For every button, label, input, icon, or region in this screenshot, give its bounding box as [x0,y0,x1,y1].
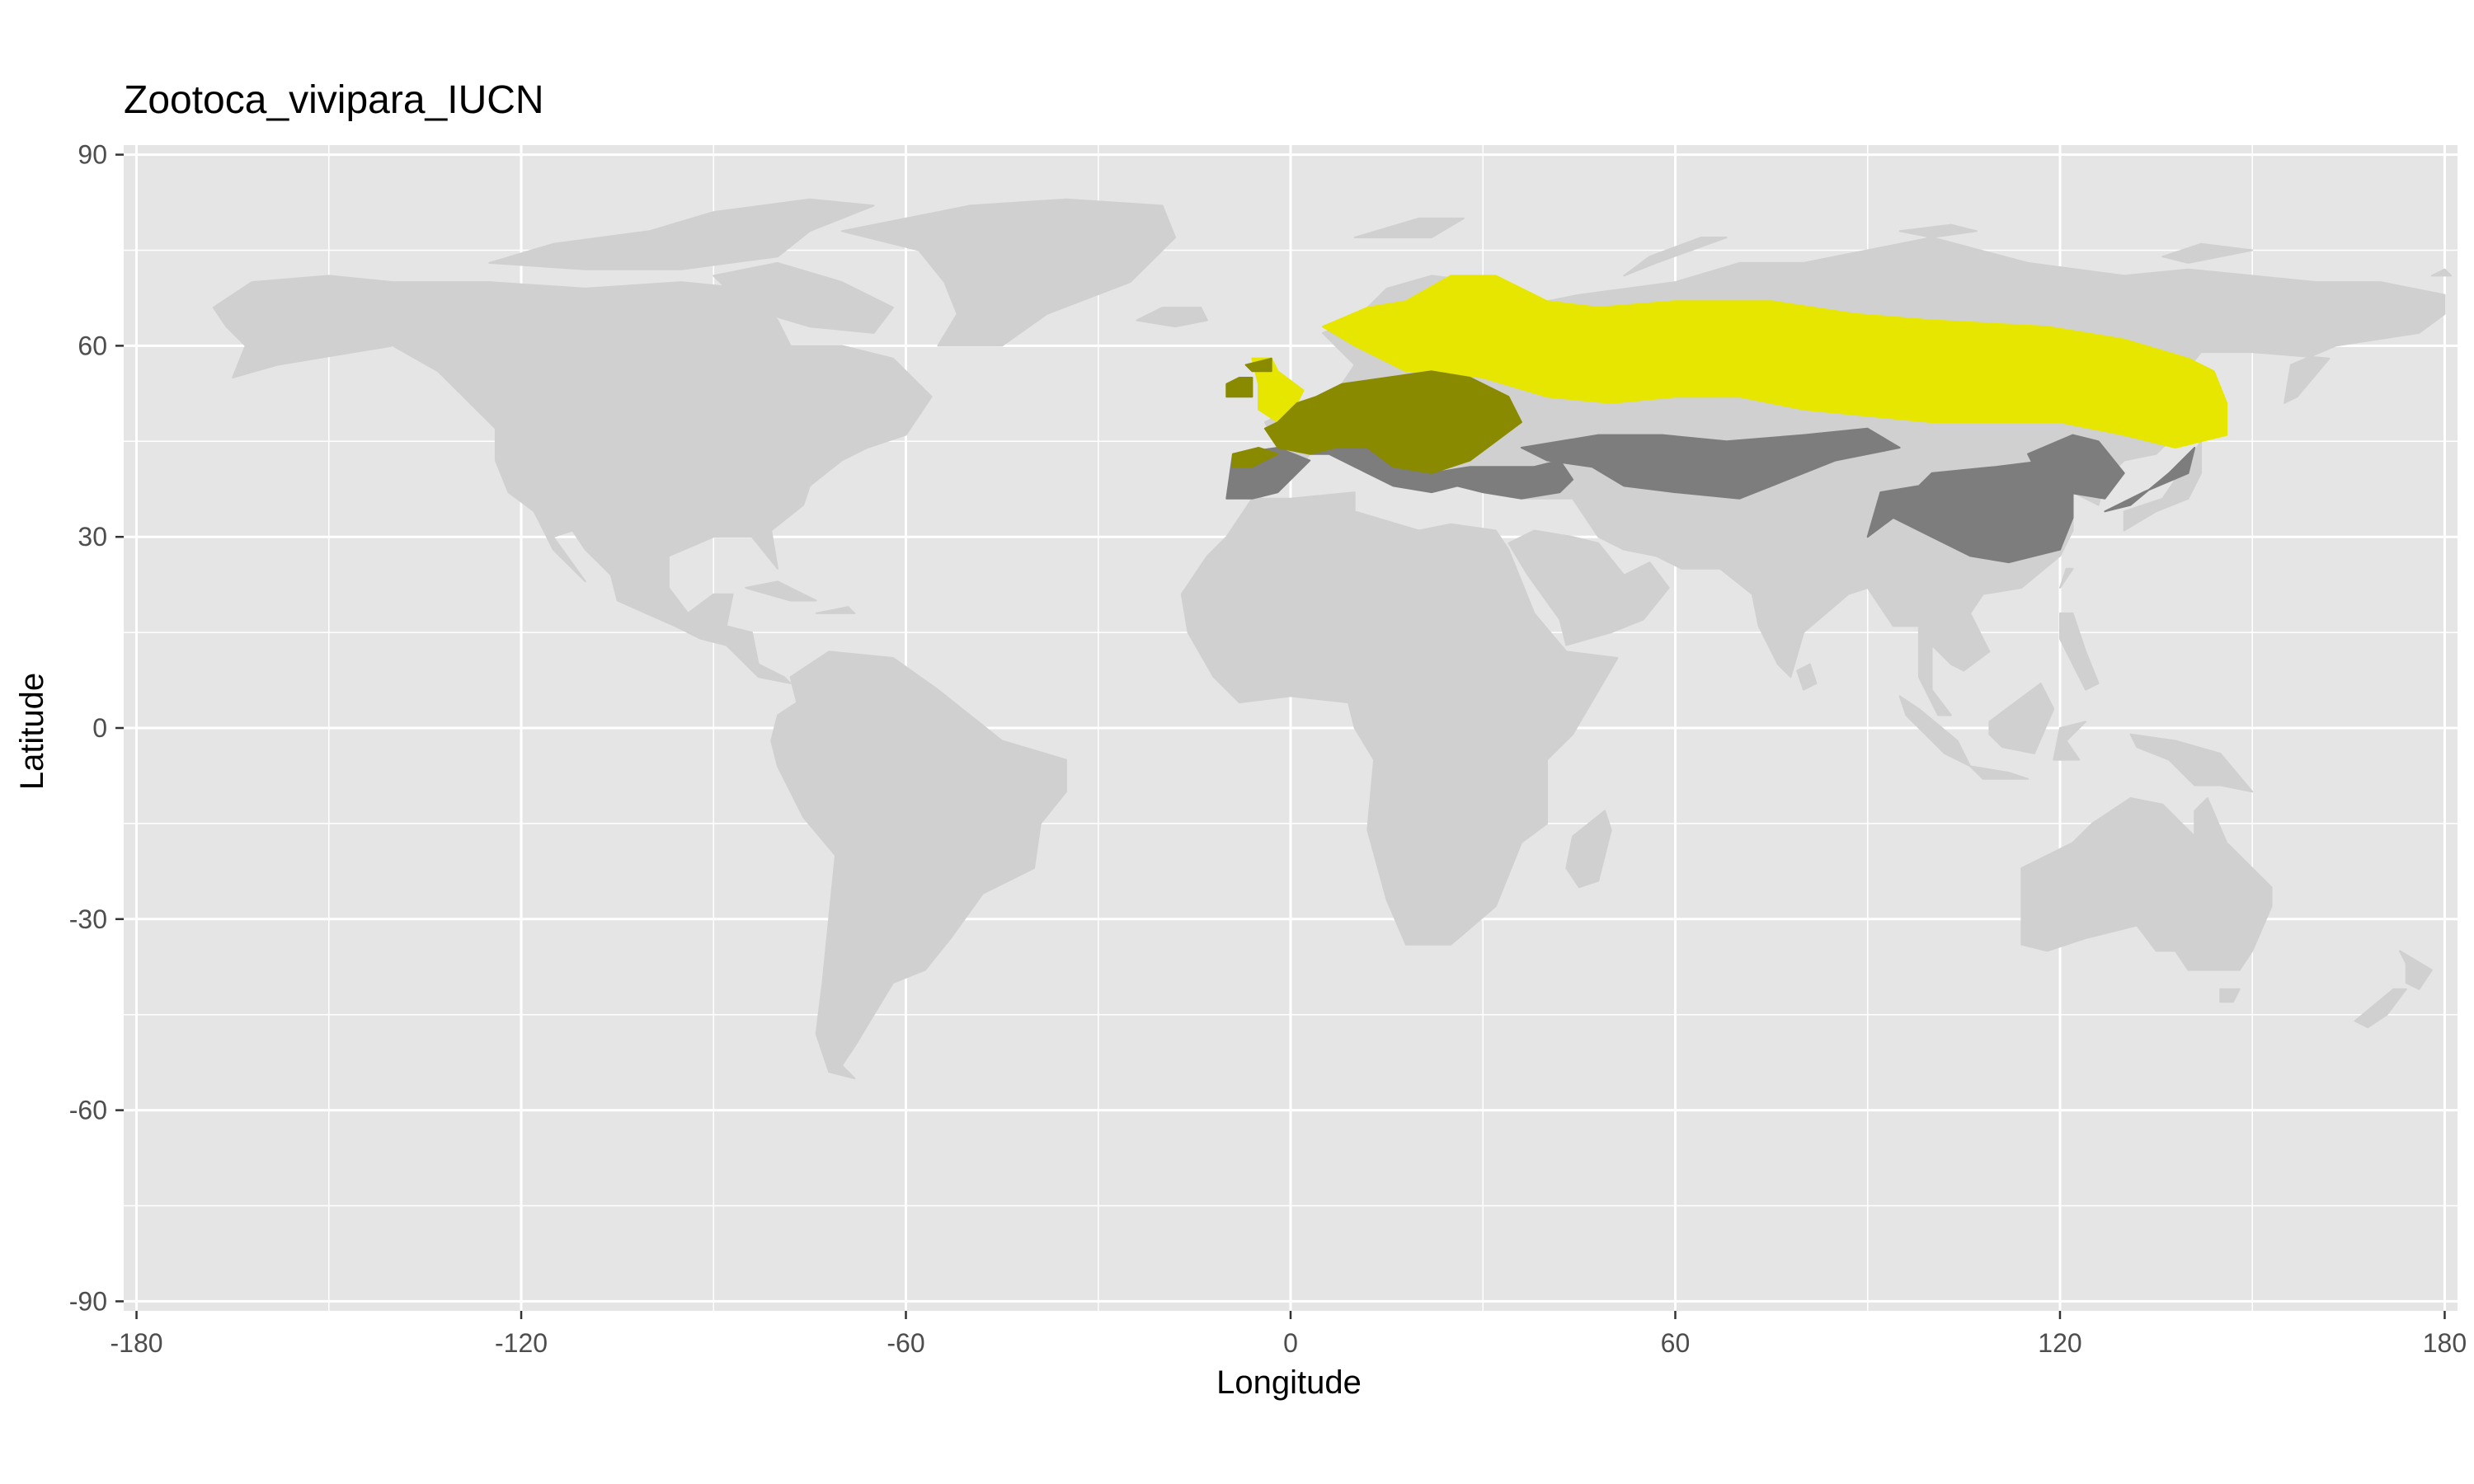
land-madagascar [1565,810,1612,889]
x-tick-label: 180 [2423,1328,2467,1358]
range-dark-gray-primorye [2104,447,2196,513]
axes: -180 -120 -60 0 60 120 180 90 60 30 0 -30 -60 -90 [69,140,2467,1358]
land-sulawesi [2053,721,2087,761]
land-svalbard [1353,217,1465,238]
range-olive-central-europe [1263,370,1522,474]
land-java [1969,765,2030,780]
land-north-america [392,281,933,684]
x-tick-label: -60 [887,1328,924,1358]
y-tick-label: -90 [69,1286,107,1316]
land-severnaya-zemlya [1898,223,1978,238]
range-olive-northern-spain [1232,447,1279,468]
land-greenland [840,198,1177,347]
land-wrangel-island [2430,268,2453,277]
range-olive-ireland [1225,377,1253,398]
land-iceland [1136,307,1208,328]
y-tick-label: 30 [78,522,107,552]
land-sri-lanka [1796,663,1818,691]
land-canadian-archipelago [488,198,875,270]
y-tick-label: 90 [78,140,107,170]
land-philippines [2059,612,2100,691]
land-new-guinea [2129,733,2254,793]
land-alaska [212,275,394,378]
range-olive-scotland-fragment [1244,357,1272,373]
species-range-layer [1225,275,2228,564]
y-tick-label: -60 [69,1096,107,1125]
land-africa [1180,491,1619,946]
x-tick-label: 120 [2038,1328,2081,1358]
land-new-zealand-north [2399,950,2433,990]
chart-title: Zootoca_vivipara_IUCN [124,78,544,122]
range-dark-gray-north-china-manchuria [2027,434,2125,500]
land-borneo [1988,682,2055,754]
x-tick-label: 60 [1661,1328,1691,1358]
x-tick-label: -180 [111,1328,163,1358]
land-cuba [745,580,817,602]
x-tick-label: -120 [495,1328,548,1358]
y-tick-label: 0 [92,713,107,743]
land-south-america [770,650,1067,1079]
x-tick-label: 0 [1283,1328,1298,1358]
y-tick-label: -30 [69,904,107,934]
y-tick-label: 60 [78,331,107,360]
land-novaya-zemlya [1623,237,1728,277]
land-hispaniola [815,606,856,614]
land-tasmania [2219,988,2241,1003]
range-dark-gray-caucasus-central-asia [1520,427,1901,500]
x-axis-label: Longitude [1216,1364,1362,1401]
range-yellow-scandinavia-northern-eurasia [1321,275,2228,448]
land-new-zealand-south [2354,988,2407,1029]
land-baffin-island [713,261,894,334]
land-new-siberian-islands [2161,242,2254,264]
y-axis-label: Latitude [14,673,50,790]
land-australia [2020,797,2273,971]
land-arabia [1507,529,1670,646]
land-taiwan [2059,567,2074,589]
